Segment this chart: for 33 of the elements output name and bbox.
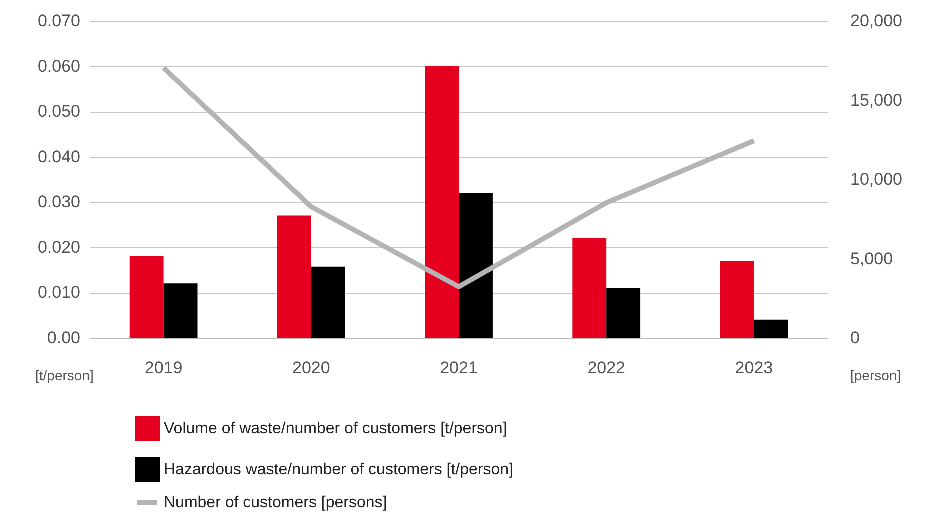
bar bbox=[277, 216, 312, 338]
legend-label: Volume of waste/number of customers [t/person] bbox=[164, 420, 508, 438]
bar bbox=[720, 261, 754, 338]
x-tick-label: 2019 bbox=[144, 358, 183, 378]
bar bbox=[130, 256, 164, 338]
bar bbox=[425, 66, 459, 338]
x-tick-label: 2023 bbox=[735, 358, 774, 378]
x-tick-label: 2021 bbox=[440, 358, 478, 378]
y-tick-label: 0.00 bbox=[47, 328, 80, 348]
y-tick-label: 0.030 bbox=[38, 192, 80, 212]
y2-tick-label: 15,000 bbox=[850, 90, 902, 110]
y2-tick-label: 0 bbox=[850, 328, 860, 348]
y-tick-label: 0.070 bbox=[38, 12, 80, 30]
y2-tick-label: 5,000 bbox=[850, 249, 894, 268]
legend-label: Number of customers [persons] bbox=[164, 494, 388, 512]
y-tick-label: 0.060 bbox=[38, 56, 80, 76]
y2-axis-title: [person] bbox=[850, 368, 902, 384]
y-tick-label: 0.040 bbox=[38, 147, 80, 166]
y-axis-title: [t/person] bbox=[36, 368, 94, 384]
x-tick-label: 2022 bbox=[588, 358, 626, 378]
y2-tick-label: 10,000 bbox=[850, 170, 902, 189]
y-tick-label: 0.020 bbox=[38, 238, 80, 257]
bar bbox=[459, 193, 493, 338]
x-tick-label: 2020 bbox=[292, 358, 330, 378]
legend-label: Hazardous waste/number of customers [t/person] bbox=[164, 462, 514, 478]
bar bbox=[572, 238, 607, 338]
bar bbox=[164, 284, 198, 338]
bar bbox=[754, 320, 788, 338]
bar bbox=[311, 266, 346, 338]
y-tick-label: 0.010 bbox=[38, 283, 80, 302]
y-tick-label: 0.050 bbox=[38, 102, 80, 122]
y2-tick-label: 20,000 bbox=[850, 12, 902, 30]
bar bbox=[606, 288, 641, 338]
